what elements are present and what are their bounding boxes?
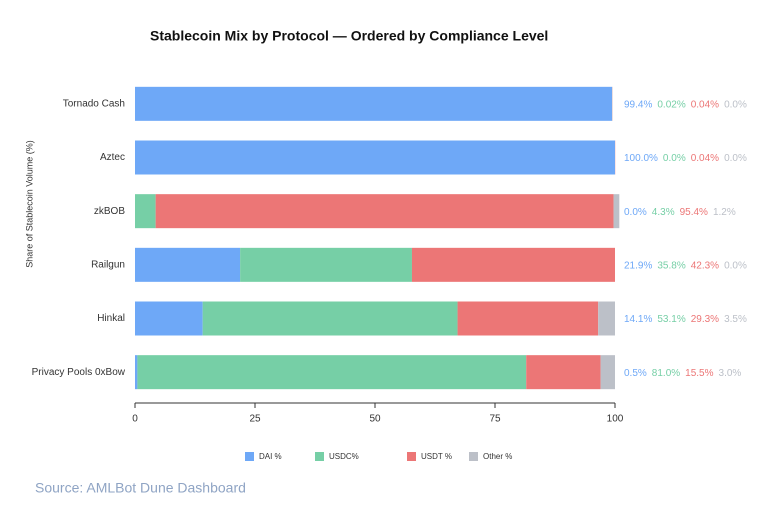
value-label: 0.04% <box>691 99 719 110</box>
bar-segment <box>598 301 615 336</box>
y-axis-label: Share of Stablecoin Volume (%) <box>24 140 34 268</box>
value-label: 4.3% <box>652 207 675 218</box>
legend-swatch <box>407 452 416 461</box>
value-label: 29.3% <box>691 314 719 325</box>
x-tick-label: 25 <box>249 414 261 425</box>
bar-segment <box>411 247 615 282</box>
value-label: 0.02% <box>657 99 685 110</box>
value-label: 99.4% <box>624 99 652 110</box>
legend-swatch <box>245 452 254 461</box>
value-label: 95.4% <box>680 207 708 218</box>
y-tick-label: Privacy Pools 0xBow <box>32 367 126 378</box>
bar-segment <box>135 301 203 336</box>
source-note: Source: AMLBot Dune Dashboard <box>35 480 246 496</box>
value-label: 0.0% <box>724 153 747 164</box>
bar-segment <box>202 301 458 336</box>
value-label: 42.3% <box>691 260 719 271</box>
value-label: 0.0% <box>663 153 686 164</box>
value-label: 100.0% <box>624 153 658 164</box>
bar-segment <box>135 194 156 229</box>
y-tick-label: Tornado Cash <box>63 98 125 109</box>
legend-label: USDT % <box>421 452 452 461</box>
value-label: 3.0% <box>719 368 742 379</box>
x-tick-label: 75 <box>489 414 501 425</box>
x-tick-label: 50 <box>369 414 381 425</box>
bar-segment <box>155 194 614 229</box>
legend-swatch <box>315 452 324 461</box>
bar-segment <box>240 247 412 282</box>
legend-label: Other % <box>483 452 512 461</box>
chart-title: Stablecoin Mix by Protocol — Ordered by … <box>150 28 548 44</box>
bar-segment <box>135 140 615 175</box>
x-tick-label: 100 <box>607 414 624 425</box>
value-label: 0.0% <box>724 99 747 110</box>
value-label: 3.5% <box>724 314 747 325</box>
bar-segment <box>135 247 241 282</box>
bar-segment <box>600 355 615 390</box>
x-tick-label: 0 <box>132 414 138 425</box>
value-label: 53.1% <box>657 314 685 325</box>
y-tick-label: zkBOB <box>94 206 125 217</box>
bar-segment <box>137 355 527 390</box>
legend-label: DAI % <box>259 452 282 461</box>
y-tick-label: Railgun <box>91 259 125 270</box>
bar-segment <box>457 301 599 336</box>
value-label: 0.0% <box>624 207 647 218</box>
bar-segment <box>135 86 613 121</box>
value-label: 14.1% <box>624 314 652 325</box>
value-label: 1.2% <box>713 207 736 218</box>
bar-segment <box>613 194 620 229</box>
legend-swatch <box>469 452 478 461</box>
value-label: 35.8% <box>657 260 685 271</box>
value-label: 0.5% <box>624 368 647 379</box>
bar-segment <box>526 355 601 390</box>
y-tick-label: Aztec <box>100 152 125 163</box>
value-label: 0.0% <box>724 260 747 271</box>
value-label: 0.04% <box>691 153 719 164</box>
value-label: 21.9% <box>624 260 652 271</box>
legend-label: USDC% <box>329 452 359 461</box>
value-label: 15.5% <box>685 368 713 379</box>
bar-segment <box>135 355 138 390</box>
y-tick-label: Hinkal <box>97 313 125 324</box>
value-label: 81.0% <box>652 368 680 379</box>
